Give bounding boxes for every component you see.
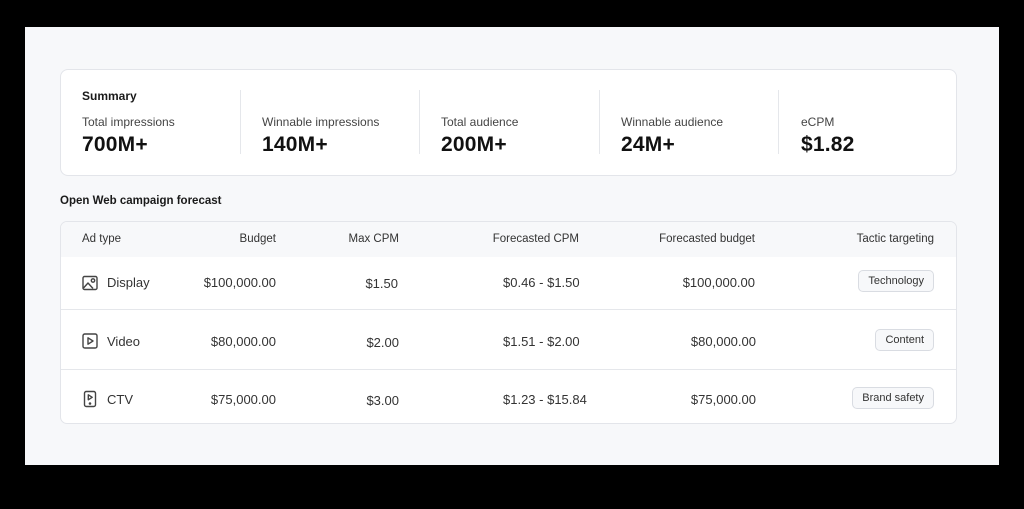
forecasted-budget: $100,000.00 [682,275,755,290]
forecasted-budget: $80,000.00 [690,334,756,349]
forecasted-cpm: $0.46 - $1.50 [503,275,580,290]
column-header-budget: Budget [239,233,276,245]
metric-label: Winnable audience [621,115,724,129]
ctv-device-icon [81,390,99,408]
column-header-ad-type: Ad type [82,233,121,245]
forecasted-cpm: $1.51 - $2.00 [503,334,580,349]
budget: $80,000.00 [210,334,276,349]
divider [240,90,241,154]
max-cpm: $1.50 [365,276,398,291]
tactic-tag[interactable]: Content [875,329,934,351]
image-icon [81,274,99,292]
tactic-tag[interactable]: Brand safety [852,387,934,409]
column-header-forecasted-cpm: Forecasted CPM [492,233,579,245]
column-header-tactic-targeting: Tactic targeting [856,233,934,245]
summary-card: Summary Total impressions 700M+ Winnable… [60,69,957,176]
table-row: CTV $75,000.00 $3.00 $1.23 - $15.84 $75,… [61,369,956,423]
max-cpm: $3.00 [366,393,399,408]
table-header: Ad type Budget Max CPM Forecasted CPM Fo… [61,222,956,257]
campaign-panel: Summary Total impressions 700M+ Winnable… [25,27,999,465]
metric-value: 200M+ [441,133,507,156]
table-row: Video $80,000.00 $2.00 $1.51 - $2.00 $80… [61,309,956,370]
column-header-forecasted-budget: Forecasted budget [659,233,755,245]
divider [419,90,420,154]
budget: $100,000.00 [203,275,276,290]
metric-value: $1.82 [801,133,855,156]
metric-value: 700M+ [82,133,148,156]
forecast-table: Ad type Budget Max CPM Forecasted CPM Fo… [60,221,957,424]
summary-title: Summary [82,89,137,103]
metric-label: Total audience [441,115,519,129]
metric-label: eCPM [801,115,835,129]
ad-type: CTV [107,392,133,407]
ad-type: Display [107,275,150,290]
metric-label: Winnable impressions [262,115,380,129]
tactic-tag[interactable]: Technology [858,270,934,292]
table-row: Display $100,000.00 $1.50 $0.46 - $1.50 … [61,257,956,309]
metric-value: 24M+ [621,133,675,156]
forecasted-cpm: $1.23 - $15.84 [503,392,587,407]
video-play-icon [81,332,99,350]
budget: $75,000.00 [210,392,276,407]
max-cpm: $2.00 [366,335,399,350]
ad-type: Video [107,334,141,349]
divider [778,90,779,154]
metric-value: 140M+ [262,133,328,156]
divider [599,90,600,154]
metric-label: Total impressions [82,115,175,129]
column-header-max-cpm: Max CPM [348,233,399,245]
forecasted-budget: $75,000.00 [690,392,756,407]
forecast-title: Open Web campaign forecast [60,195,222,207]
